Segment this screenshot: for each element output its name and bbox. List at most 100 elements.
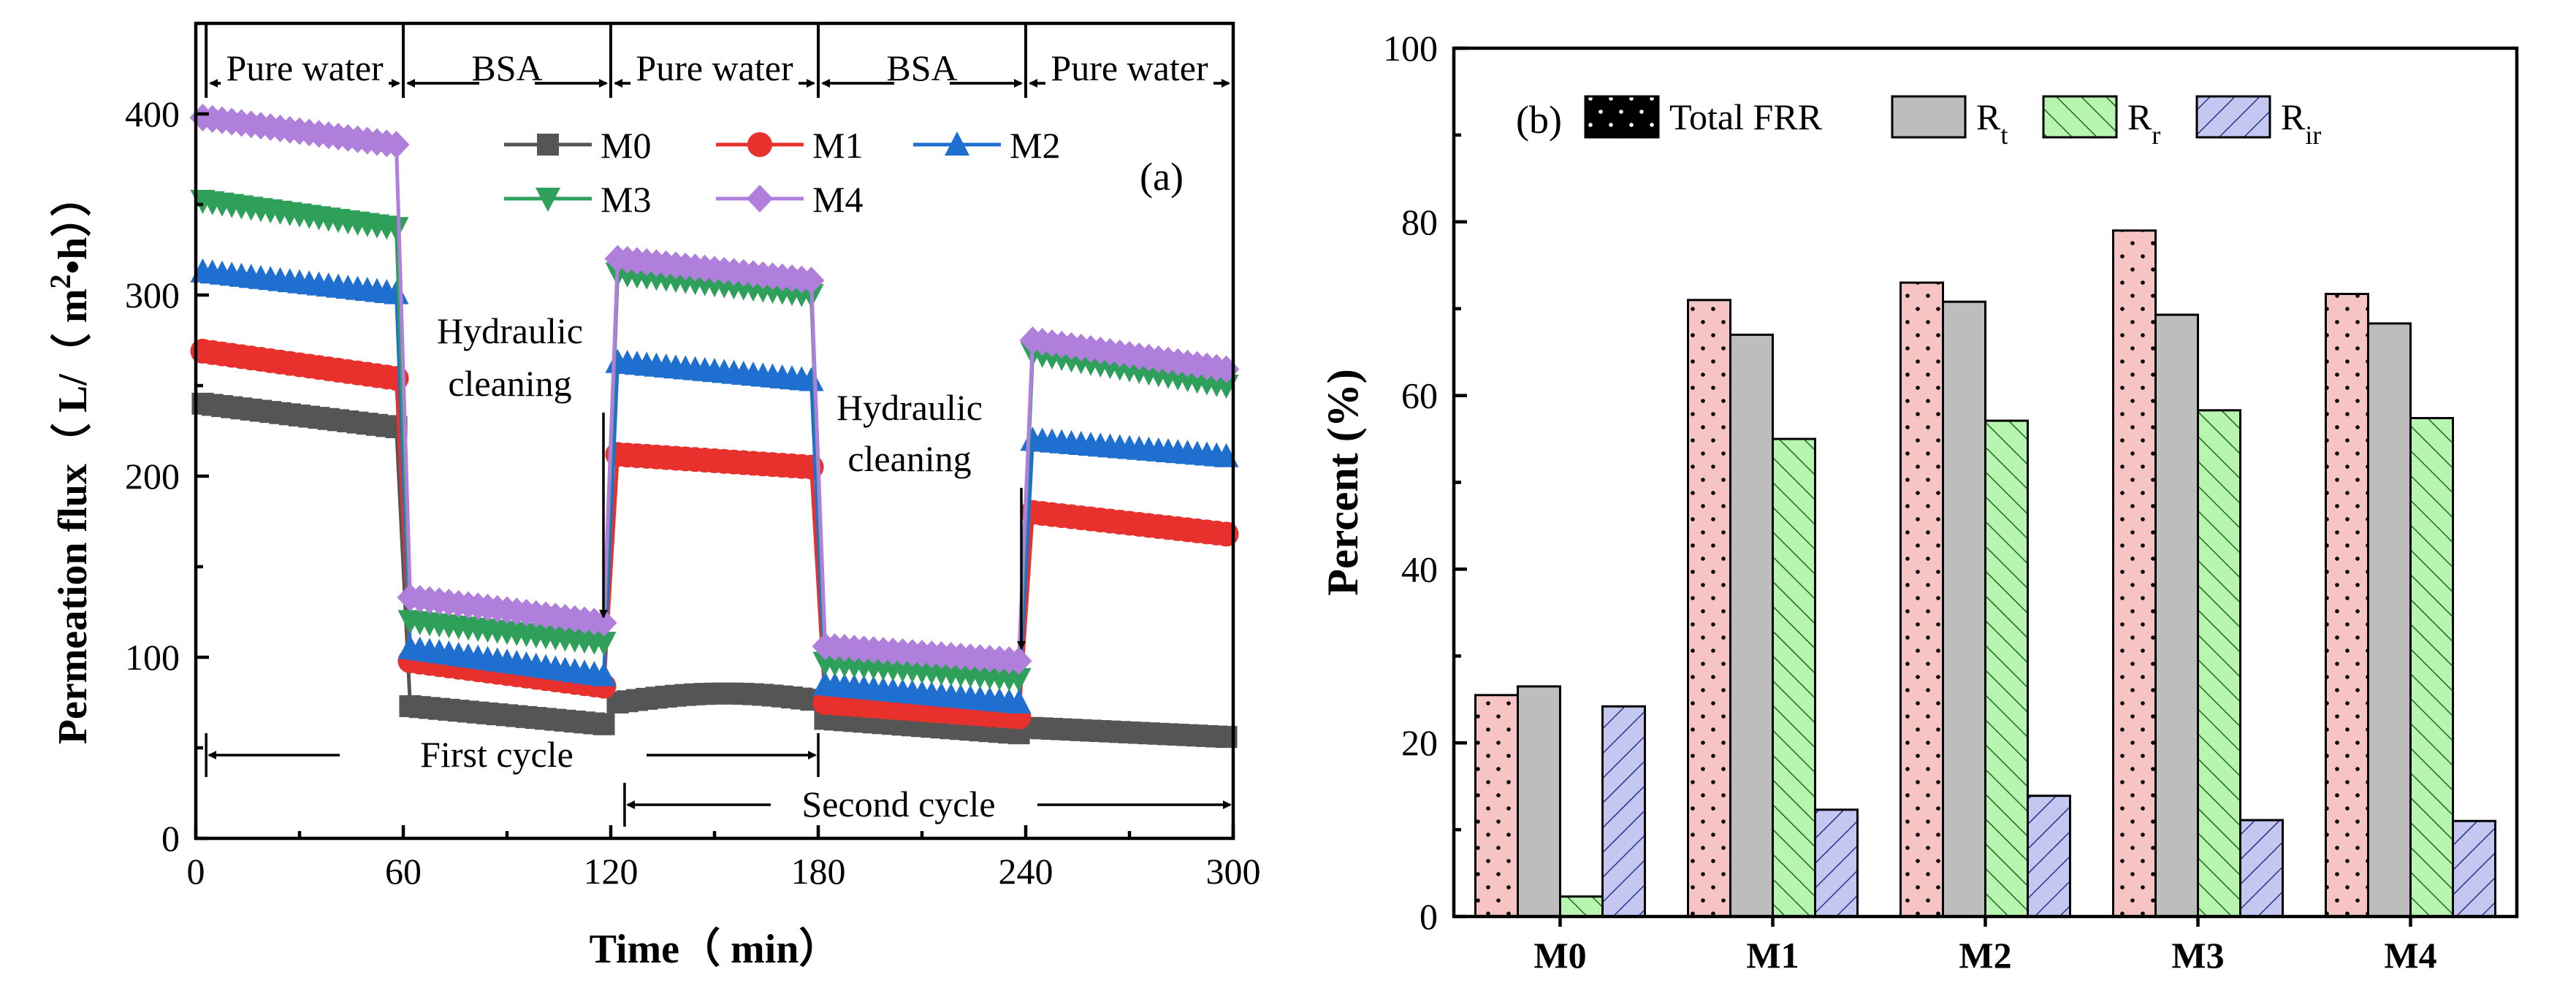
legend-swatch — [1891, 95, 1967, 139]
legend-label: M0 — [601, 125, 651, 166]
data-point — [536, 188, 560, 212]
legend-item-M2: M2 — [913, 125, 1060, 166]
legend-label: Rir — [2281, 96, 2321, 150]
y-tick-label-b: 60 — [1401, 375, 1438, 416]
legend-item-rr: Rr — [2042, 95, 2160, 150]
data-point — [1005, 646, 1032, 675]
x-tick-label-b: M3 — [2171, 935, 2224, 976]
bar-total-frr — [1899, 281, 1944, 918]
data-point — [1213, 521, 1239, 547]
bar-rr — [2197, 409, 2241, 918]
bar-rt — [1942, 300, 1986, 918]
data-point — [1006, 667, 1032, 692]
series-M4 — [189, 103, 1240, 675]
series-M1 — [190, 338, 1239, 730]
x-tick-label-a: 240 — [999, 851, 1053, 892]
bar-total-frr — [1687, 299, 1731, 918]
data-point — [537, 134, 559, 156]
legend-swatch — [2195, 95, 2271, 139]
legend-label: M2 — [1010, 125, 1060, 166]
segment-label: BSA — [886, 47, 957, 88]
data-point — [747, 185, 773, 213]
legend-item-M3: M3 — [504, 179, 651, 220]
x-tick-label-b: M2 — [1959, 935, 2011, 976]
y-tick-label-b: 0 — [1420, 896, 1438, 937]
legend-label: M3 — [601, 179, 651, 220]
legend-label-main: R — [1976, 96, 2001, 137]
y-tick-label-b: 100 — [1383, 28, 1438, 69]
legend-item-rt: Rt — [1891, 95, 2008, 150]
bar-rt — [1729, 333, 1774, 918]
bar-group-M2 — [1899, 281, 2071, 918]
data-point — [1006, 689, 1032, 713]
segment-label: Pure water — [636, 47, 793, 88]
segment-label: BSA — [471, 47, 542, 88]
y-title-part: Permeation flux（ L/（ m — [50, 289, 96, 745]
data-point — [384, 217, 409, 242]
bar-total-frr — [1474, 694, 1519, 918]
legend-label-main: Total FRR — [1669, 96, 1823, 137]
x-tick-label-b: M0 — [1533, 935, 1586, 976]
x-tick-label-b: M1 — [1746, 935, 1799, 976]
y-axis-title-a: Permeation flux（ L/（ m2•h）） — [44, 176, 96, 744]
annotation-text: Hydraulic — [437, 310, 583, 351]
annotation-text: cleaning — [448, 363, 571, 404]
data-point — [592, 713, 615, 735]
data-point — [798, 267, 825, 295]
x-tick-label-a: 0 — [187, 851, 205, 892]
segment-label: Pure water — [1051, 47, 1208, 88]
y-tick-label-a: 300 — [125, 275, 180, 315]
x-tick-label-a: 180 — [791, 851, 846, 892]
legend-label-subscript: ir — [2305, 120, 2321, 150]
bar-rr — [1559, 895, 1604, 918]
data-point — [945, 131, 969, 156]
y-tick-label-b: 40 — [1401, 548, 1438, 589]
legend-item-M0: M0 — [504, 125, 651, 166]
bar-group-M4 — [2325, 292, 2496, 918]
segment-label-bg — [479, 47, 535, 96]
bar-total-frr — [2325, 292, 2369, 918]
y-tick-label-a: 400 — [125, 93, 180, 134]
y-tick-label-a: 100 — [125, 637, 180, 678]
legend-label: Rt — [1976, 96, 2008, 150]
legend-label: M4 — [812, 179, 863, 220]
annotation-text: Hydraulic — [837, 387, 983, 428]
segment-label-bg — [1045, 47, 1213, 96]
bar-rir — [2239, 819, 2284, 918]
legend-label: M1 — [812, 125, 863, 166]
bar-rir — [1814, 808, 1859, 918]
y-title-superscript: 2 — [44, 275, 77, 289]
data-point — [747, 132, 772, 157]
legend-label-main: R — [2281, 96, 2306, 137]
series-M2 — [190, 258, 1239, 713]
bar-rt — [2154, 313, 2199, 918]
x-tick-label-a: 120 — [584, 851, 639, 892]
y-axis-title-b: Percent (%) — [1319, 369, 1367, 595]
legend-label: Rr — [2127, 96, 2160, 150]
series-line — [202, 349, 1227, 719]
data-point — [590, 608, 617, 637]
x-tick-label-a: 300 — [1206, 851, 1261, 892]
legend-label-subscript: r — [2152, 120, 2160, 150]
legend-label-subscript: t — [2000, 120, 2008, 150]
annotation-text: cleaning — [847, 438, 971, 479]
legend-swatch — [1584, 95, 1660, 139]
segment-dividers: Pure water BSA Pure water BSA Pure water — [205, 23, 1235, 98]
y-tick-label-a: 200 — [125, 456, 180, 497]
legend-label: Total FRR — [1669, 96, 1823, 137]
bar-rr — [2409, 417, 2454, 918]
data-point — [799, 367, 824, 391]
cycle-label: Second cycle — [801, 784, 995, 824]
bar-group-M3 — [2112, 229, 2284, 918]
flux-series-layer — [189, 103, 1240, 749]
bar-rir — [2027, 795, 2071, 918]
bar-rr — [1984, 419, 2029, 918]
x-tick-label-a: 60 — [385, 851, 422, 892]
y-tick-label-b: 80 — [1401, 202, 1438, 242]
bar-group-M1 — [1687, 299, 1859, 918]
percent-bars-layer — [1474, 229, 2496, 918]
y-title-part: •h）） — [50, 176, 96, 275]
data-point — [591, 662, 617, 686]
cycle-label: First cycle — [420, 734, 573, 775]
